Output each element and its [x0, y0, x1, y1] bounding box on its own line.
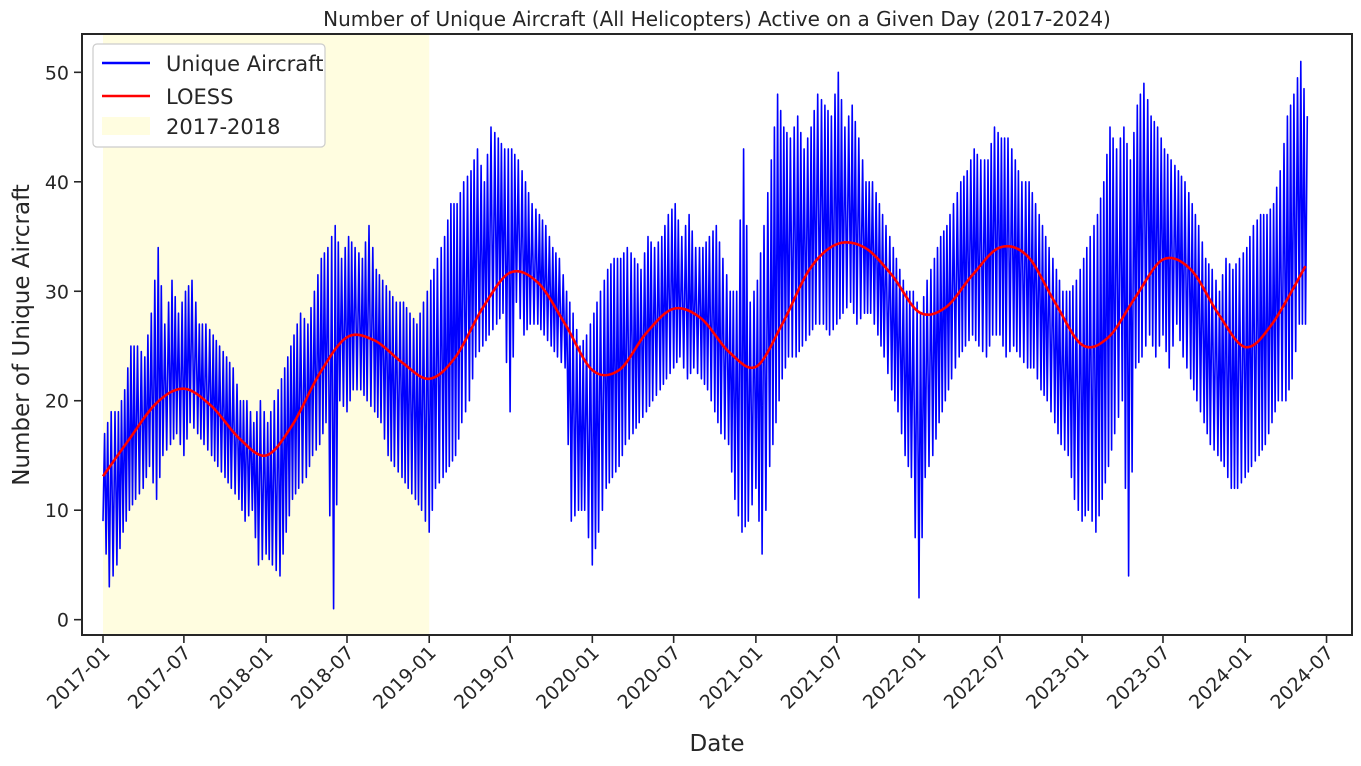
series-unique-aircraft-line	[102, 60, 1309, 610]
x-axis-label: Date	[690, 731, 745, 757]
legend-label-loess: LOESS	[166, 85, 233, 109]
legend-swatch-2017-2018	[102, 117, 150, 135]
legend-box	[92, 43, 326, 148]
y-tick-label: 30	[45, 281, 69, 303]
y-tick-label: 50	[45, 62, 69, 84]
y-tick-label: 0	[57, 610, 69, 632]
y-tick-label: 20	[45, 391, 69, 413]
legend-label-unique-aircraft: Unique Aircraft	[166, 52, 323, 76]
series-loess-line	[101, 240, 1307, 478]
chart-title: Number of Unique Aircraft (All Helicopte…	[323, 7, 1111, 31]
y-axis: 0 10 20 30 40 50	[45, 62, 82, 632]
y-tick-label: 10	[45, 500, 69, 522]
legend-label-2017-2018: 2017-2018	[166, 115, 280, 139]
legend: Unique Aircraft LOESS 2017-2018	[92, 43, 326, 148]
y-axis-label: Number of Unique Aircraft	[9, 184, 35, 486]
plot-frame	[81, 33, 1353, 636]
y-tick-label: 40	[45, 172, 69, 194]
